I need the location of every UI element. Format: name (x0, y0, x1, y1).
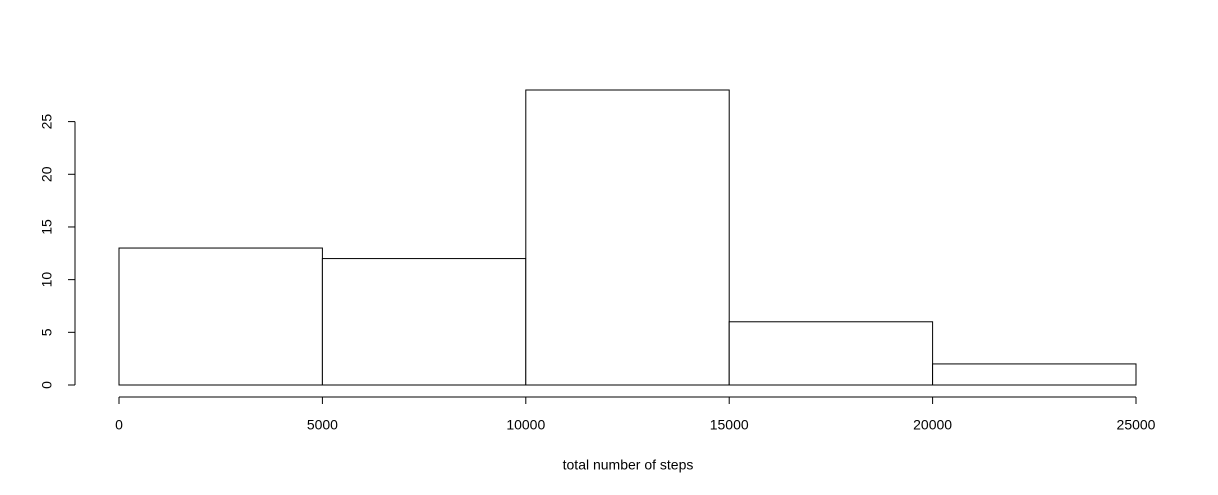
bar (932, 363, 1137, 386)
x-tick-label: 5000 (307, 417, 338, 433)
x-tick-label: 0 (115, 417, 123, 433)
y-tick-label: 10 (39, 272, 55, 288)
y-tick-label: 25 (39, 114, 55, 130)
x-tick-label: 25000 (1117, 417, 1156, 433)
y-tick-label: 20 (39, 166, 55, 182)
y-tick-label: 5 (39, 328, 55, 336)
bar (525, 89, 730, 386)
x-tick-label: 15000 (710, 417, 749, 433)
bar (118, 247, 323, 386)
bar (728, 321, 934, 386)
y-tick-label: 15 (39, 219, 55, 235)
bar (321, 258, 527, 386)
x-tick-label: 10000 (506, 417, 545, 433)
x-tick-label: 20000 (913, 417, 952, 433)
x-axis-label: total number of steps (563, 457, 694, 473)
y-tick-label: 0 (39, 381, 55, 389)
